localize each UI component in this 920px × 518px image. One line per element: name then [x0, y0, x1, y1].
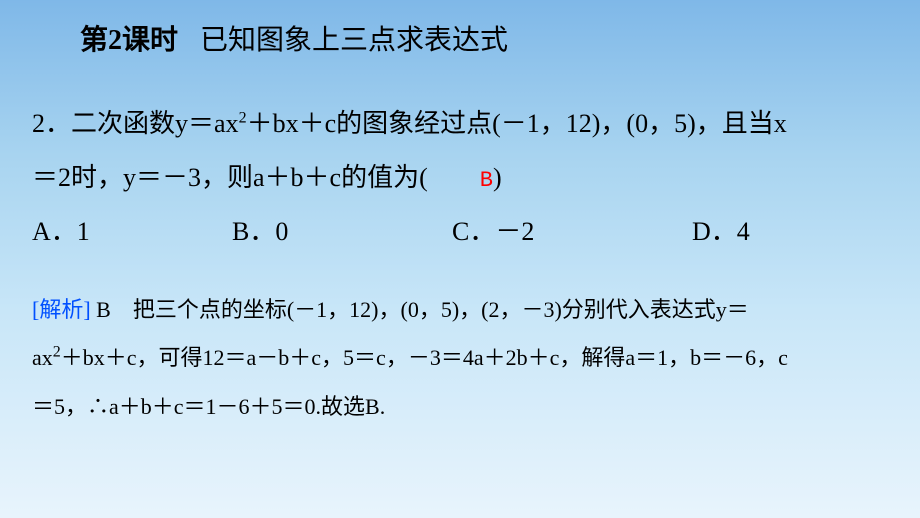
question-text-line2: ＝2时，y＝－3，则a＋b＋c的值为( — [32, 163, 480, 192]
lesson-label: 第2课时 — [80, 25, 178, 56]
question-number: 2． — [32, 109, 71, 138]
question-close-paren: ) — [493, 163, 502, 192]
option-d: D．4 — [692, 206, 750, 258]
explanation-line2-pre: ax — [32, 345, 53, 370]
option-c: C．－2 — [452, 206, 692, 258]
explanation-line-2: ax2＋bx＋c，可得12＝a－b＋c，5＝c，－3＝4a＋2b＋c，解得a＝1… — [32, 334, 888, 382]
option-b: B．0 — [232, 206, 452, 258]
question-line-2: ＝2时，y＝－3，则a＋b＋c的值为( B) — [32, 152, 888, 204]
answer-letter: B — [480, 168, 493, 193]
explanation-block: [解析] B 把三个点的坐标(－1，12)，(0，5)，(2，－3)分别代入表达… — [32, 286, 888, 431]
question-text-1: 二次函数y＝ax — [71, 109, 239, 138]
slide-header: 第2课时 已知图象上三点求表达式 — [80, 18, 888, 58]
explanation-label: [解析] — [32, 297, 91, 322]
option-a: A．1 — [32, 206, 232, 258]
explanation-text-3: ＝5，∴a＋b＋c＝1－6＋5＝0.故选B. — [32, 394, 385, 419]
lesson-title: 已知图象上三点求表达式 — [200, 25, 508, 56]
superscript-1: 2 — [239, 109, 247, 126]
explanation-letter: B — [91, 297, 133, 322]
explanation-line2-post: ＋bx＋c，可得12＝a－b＋c，5＝c，－3＝4a＋2b＋c，解得a＝1，b＝… — [61, 345, 788, 370]
options-row: A．1 B．0 C．－2 D．4 — [32, 206, 888, 258]
explanation-line-1: [解析] B 把三个点的坐标(－1，12)，(0，5)，(2，－3)分别代入表达… — [32, 286, 888, 334]
explanation-text-1: 把三个点的坐标(－1，12)，(0，5)，(2，－3)分别代入表达式y＝ — [133, 297, 749, 322]
explanation-line-3: ＝5，∴a＋b＋c＝1－6＋5＝0.故选B. — [32, 383, 888, 431]
question-text-2: ＋bx＋c的图象经过点(－1，12)，(0，5)，且当x — [247, 109, 787, 138]
question-block: 2．二次函数y＝ax2＋bx＋c的图象经过点(－1，12)，(0，5)，且当x … — [32, 98, 888, 258]
superscript-2: 2 — [53, 344, 61, 361]
question-line-1: 2．二次函数y＝ax2＋bx＋c的图象经过点(－1，12)，(0，5)，且当x — [32, 98, 888, 150]
